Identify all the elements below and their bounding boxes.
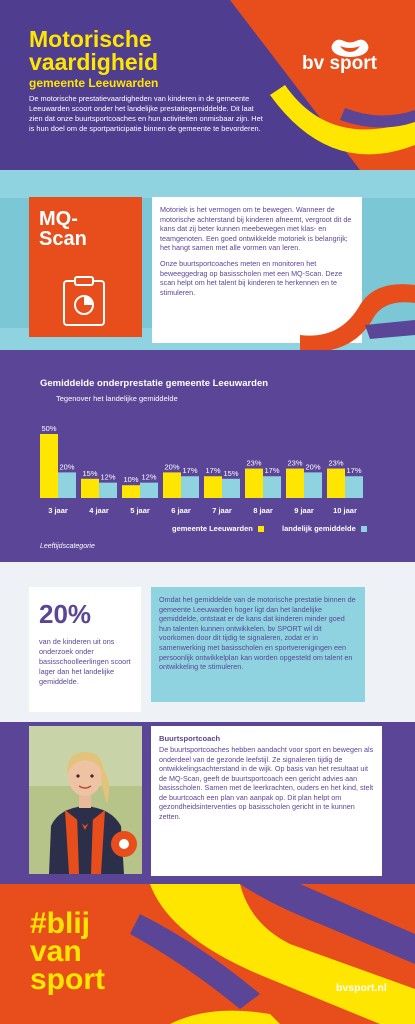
- intro-text: De motorische prestatievaardigheden van …: [29, 94, 263, 133]
- data-label-leeuwarden-6: 23%: [287, 459, 302, 468]
- mq-scan-section: MQ- Scan Motoriek is het vermogen om te …: [0, 170, 415, 350]
- data-label-leeuwarden-1: 15%: [82, 469, 97, 478]
- chart-subtitle: Tegenover het landelijke gemiddelde: [56, 394, 178, 403]
- data-label-landelijk-7: 17%: [346, 466, 361, 475]
- bar-landelijk-7: [345, 476, 363, 498]
- bar-leeuwarden-4: [204, 476, 222, 498]
- bar-leeuwarden-6: [286, 468, 304, 498]
- bar-landelijk-3: [181, 476, 199, 498]
- legend-label-landelijk: landelijk gemiddelde: [282, 524, 356, 533]
- coach-body: De buurtsportcoaches hebben aandacht voo…: [159, 745, 374, 821]
- legend-item-landelijk: landelijk gemiddelde: [282, 524, 367, 533]
- coach-text-card: Buurtsportcoach De buurtsportcoaches heb…: [151, 726, 382, 876]
- mq-scan-text-card: Motoriek is het vermogen om te bewegen. …: [152, 197, 362, 343]
- bar-leeuwarden-3: [163, 472, 181, 498]
- x-tick-label-0: 3 jaar: [48, 506, 68, 515]
- statistic-number: 20%: [39, 599, 92, 629]
- data-label-leeuwarden-3: 20%: [164, 462, 179, 471]
- slogan: #blij van sport: [30, 907, 105, 996]
- bar-landelijk-0: [58, 472, 76, 498]
- bar-leeuwarden-2: [122, 485, 140, 498]
- data-label-landelijk-5: 17%: [264, 466, 279, 475]
- coach-title: Buurtsportcoach: [159, 734, 221, 743]
- x-tick-label-2: 5 jaar: [130, 506, 150, 515]
- chart-title: Gemiddelde onderprestatie gemeente Leeuw…: [40, 378, 269, 389]
- page-subtitle: gemeente Leeuwarden: [29, 76, 159, 90]
- data-label-leeuwarden-2: 10%: [123, 475, 138, 484]
- bar-landelijk-4: [222, 478, 240, 498]
- footer-section: #blij van sport bvsport.nl: [0, 884, 415, 1024]
- data-label-leeuwarden-4: 17%: [205, 466, 220, 475]
- bar-leeuwarden-7: [327, 468, 345, 498]
- legend-swatch-landelijk: [360, 525, 367, 532]
- bar-leeuwarden-0: [40, 434, 58, 498]
- data-label-leeuwarden-0: 50%: [41, 424, 56, 433]
- bv-sport-logo-icon: [331, 39, 369, 57]
- header-decoration: [230, 0, 415, 170]
- data-label-leeuwarden-7: 23%: [328, 459, 343, 468]
- coach-photo: [29, 726, 142, 874]
- statistic-card: 20% van de kinderen uit ons onderzoek on…: [29, 587, 141, 712]
- mq-paragraph-1: Motoriek is het vermogen om te bewegen. …: [160, 205, 352, 253]
- x-tick-label-4: 7 jaar: [212, 506, 232, 515]
- data-label-landelijk-6: 20%: [305, 462, 320, 471]
- clipboard-chart-icon: [63, 276, 105, 326]
- bar-leeuwarden-5: [245, 468, 263, 498]
- coach-section: Buurtsportcoach De buurtsportcoaches heb…: [0, 722, 415, 884]
- footer-decoration: [130, 884, 415, 1024]
- x-axis-label: Leeftijdscategorie: [40, 543, 95, 550]
- mq-decoration: [300, 284, 415, 350]
- x-tick-label-6: 9 jaar: [294, 506, 314, 515]
- x-tick-label-5: 8 jaar: [253, 506, 273, 515]
- data-label-landelijk-0: 20%: [59, 462, 74, 471]
- header-section: Motorische vaardigheid gemeente Leeuward…: [0, 0, 415, 170]
- bar-landelijk-6: [304, 472, 322, 498]
- data-label-landelijk-1: 12%: [100, 473, 115, 482]
- statistic-text: van de kinderen uit ons onderzoek onder …: [39, 637, 131, 686]
- mq-scan-title: MQ- Scan: [39, 208, 87, 250]
- x-tick-label-1: 4 jaar: [89, 506, 109, 515]
- statistic-section: 20% van de kinderen uit ons onderzoek on…: [0, 562, 415, 722]
- legend-swatch-leeuwarden: [257, 525, 264, 532]
- logo-text: bv sport: [302, 53, 377, 74]
- mq-scan-box: MQ- Scan: [29, 197, 142, 337]
- data-label-landelijk-4: 15%: [223, 469, 238, 478]
- legend-label-leeuwarden: gemeente Leeuwarden: [172, 524, 253, 533]
- coach-photo-illustration: [29, 726, 142, 874]
- x-tick-label-3: 6 jaar: [171, 506, 191, 515]
- x-tick-label-7: 10 jaar: [333, 506, 357, 515]
- website-link[interactable]: bvsport.nl: [336, 982, 387, 994]
- data-label-leeuwarden-5: 23%: [246, 459, 261, 468]
- statistic-explanation: Omdat het gemiddelde van de motorische p…: [151, 587, 365, 702]
- mq-paragraph-2: Onze buurtsportcoaches meten en monitore…: [160, 258, 343, 297]
- bar-landelijk-2: [140, 482, 158, 498]
- page-title: Motorische vaardigheid: [29, 26, 159, 75]
- bar-landelijk-1: [99, 482, 117, 498]
- data-label-landelijk-2: 12%: [141, 473, 156, 482]
- legend-item-leeuwarden: gemeente Leeuwarden: [172, 524, 264, 533]
- bar-leeuwarden-1: [81, 478, 99, 498]
- data-label-landelijk-3: 17%: [182, 466, 197, 475]
- chart-section: Gemiddelde onderprestatie gemeente Leeuw…: [0, 350, 415, 562]
- statistic-body: Omdat het gemiddelde van de motorische p…: [159, 595, 356, 672]
- bar-landelijk-5: [263, 476, 281, 498]
